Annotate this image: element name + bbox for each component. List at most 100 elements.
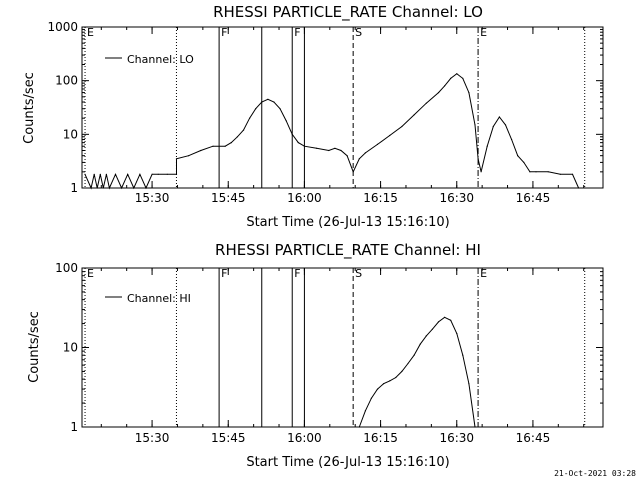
data-point [200,149,202,152]
data-point [389,380,391,382]
y-tick-label: 10 [63,341,78,355]
data-point [468,383,470,385]
data-point [316,147,318,149]
data-point [145,187,147,189]
data-point [407,362,409,365]
series-line [358,316,476,428]
data-point [547,171,549,173]
data-point [334,147,336,149]
data-point [224,145,226,147]
event-marker-label: S [355,267,362,280]
chart-title: RHESSI PARTICLE_RATE Channel: HI [215,241,481,260]
data-point [413,354,415,356]
data-point [425,102,427,104]
x-tick-label: 15:30 [135,191,170,205]
chart-panel-hi: RHESSI PARTICLE_RATE Channel: HI Start T… [27,241,604,470]
data-point [389,134,391,137]
series-line [84,73,580,190]
data-point [99,173,101,175]
data-point [529,171,531,173]
timestamp: 21-Oct-2021 03:28 [554,469,636,478]
data-point [431,328,433,330]
data-point [492,125,494,128]
data-point [383,383,385,385]
x-tick-label: 16:15 [363,191,398,205]
event-marker-label: E [87,26,94,39]
data-point [456,73,458,75]
data-point [346,155,348,157]
data-point [425,335,427,337]
data-point [486,145,488,147]
data-point [444,316,446,318]
legend-label: Channel: HI [127,292,191,305]
event-marker-label: F [294,26,300,39]
data-point [559,173,561,175]
data-point [105,173,107,175]
event-marker-label: F [294,267,300,280]
data-point [358,426,360,428]
data-point [444,85,446,87]
x-axis-label: Start Time (26-Jul-13 15:16:10) [246,455,449,470]
data-point [139,173,141,175]
y-tick-label: 100 [55,261,78,275]
chart-title: RHESSI PARTICLE_RATE Channel: LO [213,3,483,22]
data-point [498,116,500,118]
data-point [102,187,104,189]
data-point [285,120,287,122]
x-axis-label: Start Time (26-Jul-13 15:16:10) [246,215,449,230]
data-point [395,376,397,379]
event-marker-label: E [87,267,94,280]
y-tick-label: 100 [55,74,78,88]
data-point [480,171,482,173]
data-point [437,92,440,94]
data-point [84,173,86,175]
data-point [297,142,299,144]
data-point [477,158,479,160]
event-marker-label: E [480,26,487,39]
event-marker-label: S [355,26,362,39]
data-point [517,155,519,157]
data-point [267,98,269,100]
data-point [376,143,379,145]
data-point [364,410,366,412]
data-point [175,158,178,160]
data-point [114,173,117,175]
data-point [230,142,232,144]
data-point [175,173,178,175]
data-point [419,343,421,345]
event-marker-label: F [221,26,227,39]
data-point [303,145,305,147]
data-point [571,173,574,175]
data-point [578,187,580,189]
data-point [127,173,129,175]
y-tick-label: 10 [63,127,78,141]
data-point [212,145,214,147]
event-marker-label: E [480,267,487,280]
y-tick-label: 1 [70,181,78,195]
x-tick-label: 16:45 [516,431,551,445]
data-point [535,171,537,173]
x-tick-label: 16:45 [516,191,551,205]
data-point [370,397,372,399]
data-point [255,108,257,110]
data-point [376,388,379,390]
data-point [401,370,403,372]
data-point [273,101,275,103]
data-point [279,108,281,110]
data-point [358,158,360,160]
x-tick-label: 15:45 [211,191,246,205]
data-point [121,187,123,189]
data-point [133,187,135,189]
x-tick-label: 15:45 [211,431,246,445]
data-point [90,187,92,189]
data-point [242,129,245,131]
data-point [157,173,159,175]
data-point [462,77,464,79]
x-tick-label: 16:30 [439,431,474,445]
x-tick-label: 16:30 [439,191,474,205]
data-point [93,173,95,175]
event-marker-label: F [221,267,227,280]
data-point [249,117,251,119]
y-axis-label: Counts/sec [27,311,42,383]
